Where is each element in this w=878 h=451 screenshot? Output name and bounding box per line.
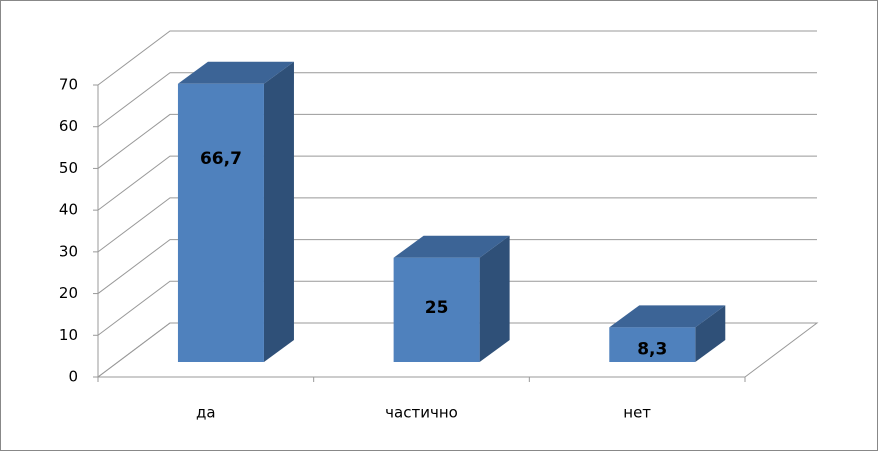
y-tick-label: 60 bbox=[59, 117, 78, 135]
y-tick-label: 0 bbox=[68, 368, 78, 386]
bar-side bbox=[263, 61, 294, 362]
grid-line bbox=[97, 72, 817, 128]
bar-top bbox=[609, 305, 726, 328]
grid-line bbox=[97, 322, 817, 378]
grid-line bbox=[97, 239, 817, 294]
value-label: 66,7 bbox=[200, 149, 242, 169]
value-label: 25 bbox=[425, 298, 449, 318]
x-tick-label: да bbox=[196, 404, 216, 422]
y-tick-label: 50 bbox=[59, 159, 78, 177]
grid-line bbox=[97, 113, 817, 169]
grid-line bbox=[97, 155, 817, 211]
x-tick-label: нет bbox=[623, 404, 651, 422]
bar bbox=[177, 83, 264, 362]
y-tick-label: 40 bbox=[59, 201, 78, 219]
grid-line bbox=[97, 280, 817, 336]
y-tick-label: 70 bbox=[59, 76, 78, 94]
bar-side bbox=[479, 235, 510, 362]
bar bbox=[609, 327, 696, 362]
y-tick-label: 20 bbox=[59, 284, 78, 302]
bar-side bbox=[695, 305, 726, 362]
y-tick-label: 30 bbox=[59, 242, 78, 260]
grid-line bbox=[97, 30, 817, 86]
x-tick-label: частично bbox=[385, 404, 458, 422]
bar-top bbox=[177, 61, 294, 84]
grid-line bbox=[97, 197, 817, 253]
y-tick-label: 10 bbox=[59, 326, 78, 344]
bar bbox=[393, 257, 480, 362]
value-label: 8,3 bbox=[637, 339, 667, 359]
bar-top bbox=[393, 235, 510, 258]
